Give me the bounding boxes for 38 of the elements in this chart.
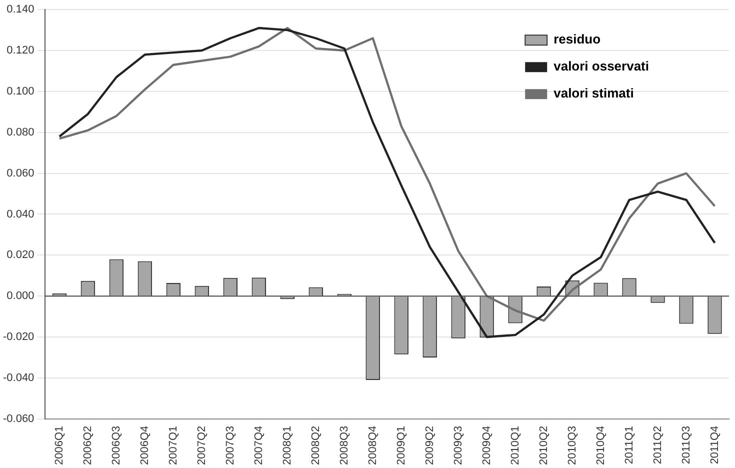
x-tick-label: 2009Q2: [424, 426, 436, 466]
x-tick-label: 2007Q2: [196, 426, 208, 466]
x-tick-label: 2010Q2: [538, 426, 550, 466]
x-tick-label: 2007Q1: [167, 426, 180, 466]
legend-label: valori osservati: [554, 58, 650, 74]
x-tick-label: 2009Q1: [395, 426, 408, 466]
y-tick-label: 0.100: [6, 85, 34, 98]
x-tick-label: 2009Q4: [480, 426, 493, 466]
x-tick-label: 2010Q3: [566, 426, 578, 466]
x-tick-label: 2011Q1: [623, 426, 636, 464]
y-tick-label: 0.080: [6, 126, 34, 138]
x-tick-label: 2010Q1: [509, 426, 522, 466]
y-tick-label: 0.000: [6, 290, 34, 302]
x-tick-label: 2007Q4: [252, 426, 265, 466]
x-tick-label: 2006Q1: [53, 426, 66, 466]
y-tick-label: 0.060: [6, 167, 34, 180]
legend-label: residuo: [554, 32, 601, 47]
x-tick-label: 2011Q2: [652, 426, 664, 464]
x-tick-label: 2010Q4: [594, 426, 607, 466]
x-tick-label: 2008Q2: [310, 426, 322, 466]
x-tick-label: 2009Q3: [452, 426, 464, 466]
y-tick-label: 0.020: [6, 249, 34, 262]
x-tick-label: 2007Q3: [224, 426, 236, 466]
x-tick-label: 2006Q3: [110, 426, 122, 466]
y-tick-label: 0.140: [6, 4, 34, 16]
y-tick-label: -0.040: [2, 372, 34, 384]
x-tick-label: 2008Q3: [338, 426, 350, 466]
x-tick-label: 2011Q3: [680, 426, 692, 464]
y-tick-label: -0.020: [2, 331, 34, 344]
x-tick-label: 2008Q4: [366, 426, 379, 466]
legend-label: valori stimati: [554, 86, 634, 101]
x-tick-label: 2011Q4: [708, 426, 721, 464]
x-tick-label: 2006Q4: [138, 426, 151, 466]
x-tick-label: 2008Q1: [281, 426, 294, 466]
y-tick-label: 0.040: [6, 208, 34, 220]
y-tick-label: -0.060: [2, 412, 34, 425]
x-tick-label: 2006Q2: [82, 426, 94, 466]
y-tick-label: 0.120: [6, 44, 34, 57]
